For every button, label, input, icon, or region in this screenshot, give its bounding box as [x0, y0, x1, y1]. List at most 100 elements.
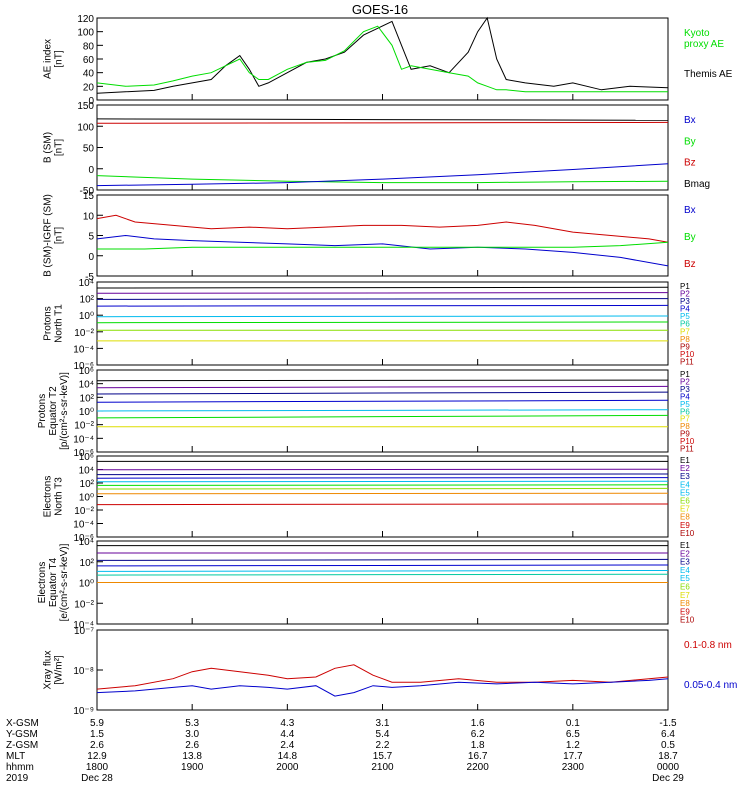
- x-row-label: X-GSM: [6, 718, 39, 729]
- legend-entry: P3: [680, 385, 690, 394]
- legend-entry: Bx: [684, 205, 696, 216]
- y-tick-label: 0: [88, 96, 94, 107]
- x-row-value: 13.8: [182, 751, 202, 762]
- legend-entry: Kyoto: [684, 28, 710, 39]
- y-tick-label: 10⁴: [79, 466, 94, 477]
- series-line-e3: [96, 473, 669, 476]
- x-row-value: -1.5: [659, 718, 677, 729]
- legend-entry: proxy AE: [684, 39, 724, 50]
- series-line-kyoto-proxy-ae: [96, 25, 668, 93]
- legend-entry: E2: [680, 549, 690, 558]
- y-tick-label: 10⁻²: [74, 328, 94, 339]
- x-row-value: 5.9: [90, 718, 104, 729]
- x-row-label: MLT: [6, 751, 25, 762]
- series-line-e5: [96, 570, 669, 572]
- series-line-e4: [96, 564, 669, 567]
- series-line-e9: [96, 503, 669, 506]
- x-row-value: Dec 28: [81, 773, 113, 784]
- y-axis-label: North T3: [54, 477, 65, 516]
- series-line-bx: [96, 163, 669, 187]
- y-tick-label: 10⁰: [79, 311, 94, 322]
- series-line-e7: [96, 487, 669, 490]
- panel-frame-7: [96, 629, 669, 711]
- x-row-value: 1.5: [90, 729, 104, 740]
- y-tick-label: 10⁻⁴: [73, 520, 94, 531]
- y-axis-label: North T1: [54, 304, 65, 343]
- y-tick-label: 120: [77, 14, 94, 25]
- x-row-label: Z-GSM: [6, 740, 38, 751]
- y-tick-label: 10²: [80, 295, 95, 306]
- legend-entry: E8: [680, 599, 690, 608]
- x-row-value: Dec 29: [652, 773, 684, 784]
- legend-entry: P4: [680, 392, 690, 401]
- y-axis-label: Equator T2: [48, 386, 59, 436]
- y-tick-label: 10⁻⁶: [73, 448, 94, 459]
- y-tick-label: 10⁻²: [74, 506, 94, 517]
- y-tick-label: 10⁻⁴: [73, 344, 94, 355]
- x-row-value: 1800: [86, 762, 109, 773]
- x-row-value: 2300: [562, 762, 585, 773]
- legend-entry: P11: [680, 445, 694, 454]
- legend-entry: P3: [680, 297, 690, 306]
- series-line-e4: [96, 477, 669, 479]
- legend-entry: E3: [680, 558, 690, 567]
- y-tick-label: -50: [80, 186, 95, 197]
- legend-entry: P11: [680, 357, 694, 366]
- x-row-value: 2.2: [376, 740, 390, 751]
- y-axis-label: [W/m²]: [54, 655, 65, 685]
- x-row-value: 3.1: [376, 718, 390, 729]
- y-axis-label: Equator T4: [48, 557, 59, 607]
- y-tick-label: 10⁻⁶: [73, 533, 94, 544]
- legend-entry: Bz: [684, 259, 696, 270]
- legend-entry: By: [684, 232, 696, 243]
- legend-entry: P9: [680, 430, 690, 439]
- y-tick-label: 10⁻⁹: [73, 706, 94, 717]
- legend-entry: Bmag: [684, 179, 710, 190]
- series-line-e6: [96, 573, 669, 576]
- legend-entry: P10: [680, 350, 695, 359]
- legend-entry: P7: [680, 327, 690, 336]
- y-tick-label: 0: [88, 165, 94, 176]
- y-tick-label: 15: [83, 191, 95, 202]
- x-row-value: 0.1: [566, 718, 580, 729]
- y-tick-label: 10⁻⁶: [73, 361, 94, 372]
- legend-entry: E10: [680, 616, 695, 625]
- series-line-p5: [96, 409, 669, 412]
- series-line-0.05-0.4-nm: [96, 678, 669, 697]
- y-tick-label: 80: [83, 41, 95, 52]
- legend-entry: Bz: [684, 158, 696, 169]
- legend-entry: E9: [680, 607, 690, 616]
- legend-entry: P5: [680, 400, 690, 409]
- legend-entry: E2: [680, 464, 690, 473]
- x-row-value: 18.7: [658, 751, 678, 762]
- legend-entry: P1: [680, 282, 690, 291]
- series-line-e6: [96, 484, 669, 486]
- x-row-value: 17.7: [563, 751, 583, 762]
- legend-entry: P7: [680, 415, 690, 424]
- legend-entry: P5: [680, 312, 690, 321]
- y-tick-label: 10: [83, 211, 95, 222]
- y-axis-label: Protons: [43, 306, 54, 340]
- y-tick-label: 5: [88, 232, 94, 243]
- x-row-value: 6.2: [471, 729, 485, 740]
- y-tick-label: 10⁻⁴: [73, 620, 94, 631]
- series-line-e2: [96, 468, 669, 471]
- y-tick-label: 10⁻⁷: [74, 626, 94, 637]
- panel-frame-3: [96, 281, 669, 366]
- panel-frame-0: [96, 17, 669, 101]
- y-axis-label: AE index: [43, 39, 54, 79]
- y-tick-label: 60: [83, 55, 95, 66]
- legend-entry: E5: [680, 488, 690, 497]
- y-tick-label: 10⁶: [79, 366, 94, 377]
- series-line-bz: [96, 214, 669, 243]
- y-axis-label: Protons: [37, 394, 48, 428]
- y-axis-label: B (SM): [43, 132, 54, 163]
- y-tick-label: 40: [83, 69, 95, 80]
- x-row-value: 5.3: [185, 718, 199, 729]
- x-row-value: 1.6: [471, 718, 485, 729]
- x-row-value: 4.4: [280, 729, 294, 740]
- panel-frame-2: [96, 194, 669, 277]
- legend-entry: P1: [680, 370, 690, 379]
- x-row-value: 5.4: [376, 729, 390, 740]
